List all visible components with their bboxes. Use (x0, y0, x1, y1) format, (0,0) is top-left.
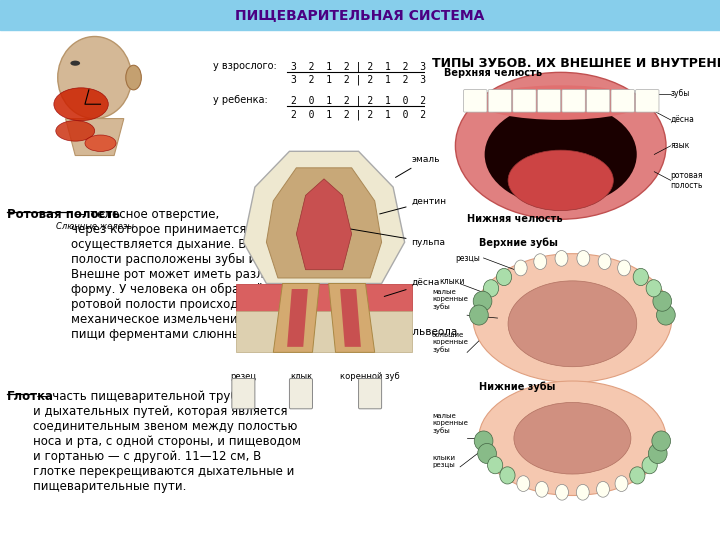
Text: пульпа: пульпа (350, 229, 446, 247)
FancyBboxPatch shape (586, 90, 610, 112)
Text: у взрослого:: у взрослого: (213, 62, 277, 71)
Polygon shape (266, 168, 382, 278)
Text: большие
коренные
зубы: большие коренные зубы (432, 333, 468, 353)
Ellipse shape (653, 291, 672, 311)
Ellipse shape (555, 251, 568, 266)
Text: Нижняя челюсть: Нижняя челюсть (467, 213, 563, 224)
Text: у ребенка:: у ребенка: (213, 95, 268, 105)
FancyBboxPatch shape (464, 90, 487, 112)
Polygon shape (243, 151, 405, 284)
Ellipse shape (479, 85, 642, 120)
Ellipse shape (630, 467, 645, 484)
Text: дентин: дентин (379, 197, 446, 214)
Text: клыки: клыки (439, 276, 464, 286)
Ellipse shape (455, 72, 666, 219)
Ellipse shape (633, 268, 649, 286)
Text: ПИЩЕВАРИТЕЛЬНАЯ СИСТЕМА: ПИЩЕВАРИТЕЛЬНАЯ СИСТЕМА (235, 8, 485, 22)
Ellipse shape (496, 268, 512, 286)
Polygon shape (236, 284, 412, 311)
Text: Верхняя челюсть: Верхняя челюсть (444, 68, 542, 78)
Ellipse shape (500, 467, 515, 484)
Ellipse shape (126, 65, 141, 90)
Text: альвеола: альвеола (407, 327, 458, 337)
Text: дёсна: дёсна (671, 116, 695, 124)
Text: Нижние зубы: Нижние зубы (479, 381, 555, 391)
Text: Глотка: Глотка (7, 390, 54, 403)
Text: 3  2  1  2 | 2  1  2  3: 3 2 1 2 | 2 1 2 3 (291, 62, 426, 72)
Text: малые
коренные
зубы: малые коренные зубы (432, 413, 468, 434)
Polygon shape (287, 289, 308, 347)
Text: резец: резец (230, 372, 256, 381)
Ellipse shape (485, 103, 636, 206)
Ellipse shape (487, 457, 503, 474)
Ellipse shape (652, 431, 670, 451)
Text: коренной зуб: коренной зуб (341, 372, 400, 381)
Ellipse shape (85, 135, 116, 151)
Text: ротовая
полость: ротовая полость (671, 171, 703, 190)
FancyBboxPatch shape (232, 379, 255, 409)
Ellipse shape (577, 251, 590, 266)
Text: Ротовая полость: Ротовая полость (7, 208, 120, 221)
Ellipse shape (473, 291, 492, 311)
Ellipse shape (536, 482, 548, 497)
Ellipse shape (556, 484, 569, 500)
FancyBboxPatch shape (513, 90, 536, 112)
Ellipse shape (646, 280, 662, 297)
Ellipse shape (615, 476, 628, 491)
Ellipse shape (517, 476, 530, 491)
Ellipse shape (642, 457, 657, 474)
Ellipse shape (514, 402, 631, 474)
Polygon shape (274, 284, 320, 353)
Text: 2  0  1  2 | 2  1  0  2: 2 0 1 2 | 2 1 0 2 (291, 95, 426, 106)
FancyBboxPatch shape (0, 0, 720, 30)
Ellipse shape (514, 260, 527, 276)
Ellipse shape (657, 305, 675, 325)
Ellipse shape (508, 150, 613, 211)
Ellipse shape (483, 280, 499, 297)
Ellipse shape (576, 484, 589, 500)
Text: дёсна: дёсна (384, 279, 440, 296)
Polygon shape (297, 179, 351, 270)
Text: Слюнные железы: Слюнные железы (55, 222, 134, 232)
FancyBboxPatch shape (537, 90, 561, 112)
Ellipse shape (618, 260, 631, 276)
FancyBboxPatch shape (359, 379, 382, 409)
Ellipse shape (477, 443, 496, 463)
Ellipse shape (58, 37, 132, 119)
Polygon shape (328, 284, 374, 353)
FancyBboxPatch shape (636, 90, 659, 112)
Text: малые
коренные
зубы: малые коренные зубы (432, 289, 468, 310)
Ellipse shape (649, 443, 667, 463)
FancyBboxPatch shape (488, 90, 511, 112)
Text: 2  0  1  2 | 2  1  0  2: 2 0 1 2 | 2 1 0 2 (291, 109, 426, 119)
Ellipse shape (508, 281, 636, 367)
Text: клыки
резцы: клыки резцы (432, 455, 455, 468)
Ellipse shape (56, 120, 95, 141)
Ellipse shape (71, 60, 80, 66)
Text: клык: клык (290, 372, 312, 381)
Ellipse shape (54, 88, 108, 120)
Ellipse shape (598, 254, 611, 269)
Polygon shape (340, 289, 361, 347)
Text: Верхние зубы: Верхние зубы (479, 238, 558, 248)
Text: язык: язык (671, 141, 690, 150)
Text: эмаль: эмаль (395, 155, 440, 178)
Polygon shape (236, 311, 412, 353)
Ellipse shape (473, 254, 672, 382)
Ellipse shape (469, 305, 488, 325)
Text: — часть пищеварительной трубки
и дыхательных путей, которая является
соединитель: — часть пищеварительной трубки и дыхател… (32, 390, 301, 493)
FancyBboxPatch shape (562, 90, 585, 112)
Text: 3  2  1  2 | 2  1  2  3: 3 2 1 2 | 2 1 2 3 (291, 74, 426, 85)
Text: зубы: зубы (671, 90, 690, 98)
Polygon shape (66, 119, 124, 156)
Text: ТИПЫ ЗУБОВ. ИХ ВНЕШНЕЕ И ВНУТРЕННЕЕ СТРОЕНИЕ: ТИПЫ ЗУБОВ. ИХ ВНЕШНЕЕ И ВНУТРЕННЕЕ СТРО… (432, 57, 720, 70)
Ellipse shape (479, 381, 666, 496)
FancyBboxPatch shape (611, 90, 634, 112)
Text: — телесное отверстие,
через которое принимается пища и
осуществляется дыхание. В: — телесное отверстие, через которое прин… (71, 208, 335, 341)
Text: резцы: резцы (455, 254, 480, 263)
Ellipse shape (534, 254, 546, 269)
Ellipse shape (474, 431, 493, 451)
FancyBboxPatch shape (289, 379, 312, 409)
Ellipse shape (597, 482, 609, 497)
